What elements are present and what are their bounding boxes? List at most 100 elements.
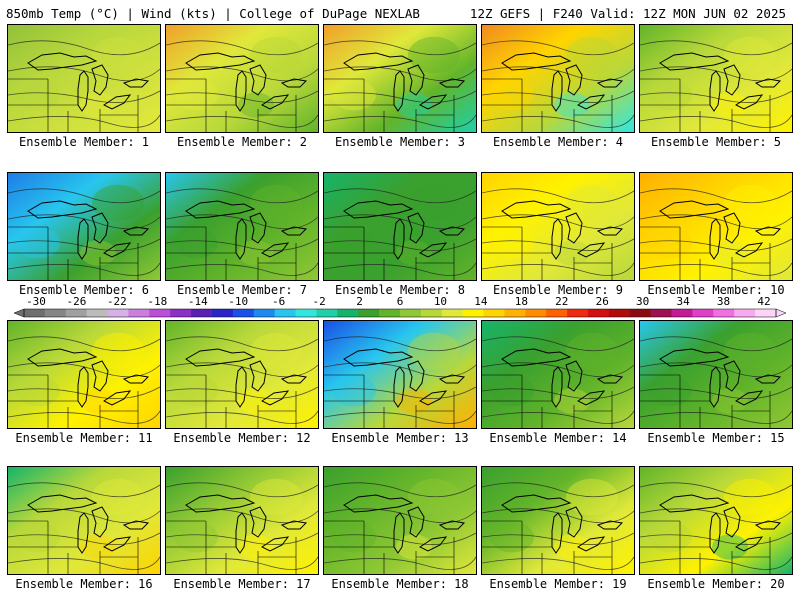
temperature-field: [324, 467, 476, 574]
ensemble-map-panel-8: [323, 172, 477, 281]
ensemble-member-label: Ensemble Member: 2: [176, 135, 308, 149]
ensemble-map-panel-5: [639, 24, 793, 133]
height-contour: [324, 482, 476, 498]
colorbar-swatch: [525, 309, 547, 317]
colorbar-swatch: [671, 309, 693, 317]
temperature-map: [324, 321, 476, 428]
height-contour: [8, 114, 160, 128]
ensemble-member-label: Ensemble Member: 4: [492, 135, 624, 149]
colorbar-tick-label: 26: [595, 295, 609, 308]
great-lake-outline: [565, 64, 583, 96]
height-contour: [166, 482, 318, 498]
colorbar-swatch: [358, 309, 380, 317]
temperature-blob: [712, 92, 748, 118]
height-contour: [8, 508, 160, 524]
colorbar-tick-label: 42: [757, 295, 771, 308]
great-lake-outline: [659, 200, 730, 219]
great-lake-outline: [77, 218, 89, 260]
temperature-map: [8, 173, 160, 280]
ensemble-map-panel-17: [165, 466, 319, 575]
colorbar-tick-label: 18: [514, 295, 528, 308]
great-lake-outline: [551, 512, 563, 554]
height-contour: [324, 188, 476, 204]
great-lake-outline: [659, 494, 730, 513]
temperature-blob: [490, 227, 534, 259]
temperature-blob: [80, 388, 116, 414]
temperature-map: [482, 321, 634, 428]
ensemble-member-label: Ensemble Member: 14: [489, 431, 627, 445]
colorbar-swatch: [504, 309, 526, 317]
great-lake-outline: [185, 52, 256, 71]
height-contour: [166, 66, 318, 82]
height-contour: [482, 410, 634, 424]
temperature-field: [324, 321, 476, 428]
temperature-blob: [238, 92, 274, 118]
great-lake-outline: [438, 520, 466, 530]
great-lake-outline: [723, 506, 741, 538]
great-lake-outline: [407, 212, 425, 244]
ensemble-map-panel-19: [481, 466, 635, 575]
temperature-blob: [174, 79, 218, 111]
height-contour: [8, 482, 160, 498]
colorbar-tick-label: -2: [312, 295, 326, 308]
height-contour: [324, 556, 476, 570]
ensemble-member-label: Ensemble Member: 7: [176, 283, 308, 297]
height-contour: [640, 40, 792, 56]
ensemble-member-label: Ensemble Member: 20: [647, 577, 785, 591]
height-contour: [640, 238, 792, 251]
ensemble-map-panel-15: [639, 320, 793, 429]
colorbar-swatch: [588, 309, 610, 317]
colorbar-swatch: [462, 309, 485, 317]
colorbar-swatch: [107, 309, 129, 317]
great-lake-outline: [754, 520, 782, 530]
temperature-field: [8, 25, 160, 132]
great-lake-outline: [551, 70, 563, 112]
temperature-map: [324, 173, 476, 280]
height-contour: [640, 66, 792, 82]
great-lake-outline: [249, 506, 267, 538]
temperature-blob: [174, 521, 218, 553]
colorbar-tick-label: 30: [636, 295, 650, 308]
temperature-map: [166, 173, 318, 280]
height-contour: [640, 410, 792, 424]
temperature-blob: [238, 534, 274, 560]
temperature-blob: [16, 227, 60, 259]
temperature-map: [166, 467, 318, 574]
temperature-blob: [80, 240, 116, 266]
ensemble-member-label: Ensemble Member: 13: [331, 431, 469, 445]
height-contour: [8, 262, 160, 276]
great-lake-outline: [235, 512, 247, 554]
temperature-blob: [332, 521, 376, 553]
great-lake-outline: [754, 226, 782, 236]
great-lake-outline: [103, 94, 132, 110]
ensemble-map-panel-2: [165, 24, 319, 133]
temperature-map: [8, 25, 160, 132]
height-contour: [166, 262, 318, 276]
great-lake-outline: [235, 366, 247, 408]
great-lake-outline: [343, 348, 414, 367]
colorbar-swatch: [212, 309, 234, 317]
great-lake-outline: [185, 200, 256, 219]
great-lake-outline: [103, 536, 132, 552]
colorbar-swatch: [546, 309, 568, 317]
great-lake-outline: [122, 78, 150, 88]
ensemble-member-label: Ensemble Member: 16: [15, 577, 153, 591]
height-contour: [482, 362, 634, 378]
great-lake-outline: [77, 512, 89, 554]
great-lake-outline: [343, 200, 414, 219]
great-lake-outline: [393, 366, 405, 408]
height-contour: [8, 386, 160, 399]
temperature-blob: [648, 375, 692, 407]
temperature-blob: [648, 227, 692, 259]
colorbar-swatch: [379, 309, 401, 317]
height-contour: [8, 90, 160, 103]
great-lake-outline: [103, 242, 132, 258]
ensemble-member-label: Ensemble Member: 3: [334, 135, 466, 149]
temperature-blob: [554, 240, 590, 266]
great-lake-outline: [77, 366, 89, 408]
height-contour: [8, 362, 160, 378]
colorbar-tick-label: 34: [676, 295, 690, 308]
great-lake-outline: [438, 374, 466, 384]
great-lake-outline: [577, 242, 606, 258]
